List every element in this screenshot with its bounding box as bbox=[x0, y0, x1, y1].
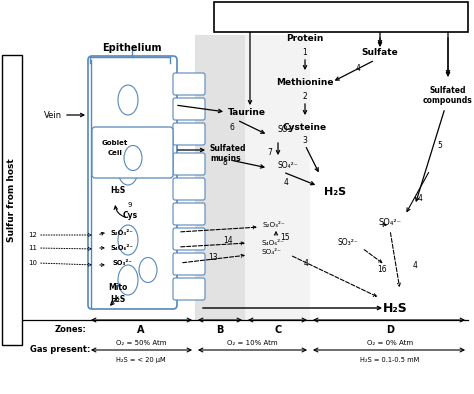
Text: 1: 1 bbox=[302, 48, 307, 56]
Text: Sulfur from diet: Sulfur from diet bbox=[273, 11, 409, 26]
FancyBboxPatch shape bbox=[173, 98, 205, 120]
FancyBboxPatch shape bbox=[92, 127, 173, 178]
Text: 4: 4 bbox=[303, 258, 309, 268]
Text: O₂ = 0% Atm: O₂ = 0% Atm bbox=[367, 340, 413, 346]
Text: Zones:: Zones: bbox=[55, 325, 87, 335]
FancyBboxPatch shape bbox=[173, 253, 205, 275]
Text: H₂S: H₂S bbox=[110, 186, 126, 195]
Text: Cell: Cell bbox=[108, 150, 122, 156]
Text: 13: 13 bbox=[208, 253, 218, 262]
Ellipse shape bbox=[118, 225, 138, 255]
Text: mucins: mucins bbox=[210, 154, 241, 162]
Text: Mito: Mito bbox=[109, 284, 128, 292]
Text: S₄O₆²⁻: S₄O₆²⁻ bbox=[262, 240, 285, 246]
Text: Vein: Vein bbox=[44, 110, 62, 119]
Text: C: C bbox=[274, 325, 282, 335]
Text: Sulfated: Sulfated bbox=[210, 143, 246, 152]
Text: Protein: Protein bbox=[286, 33, 324, 43]
Text: 12: 12 bbox=[28, 232, 37, 238]
Text: H₂S = 0.1-0.5 mM: H₂S = 0.1-0.5 mM bbox=[360, 357, 419, 363]
Text: SO₃²⁻: SO₃²⁻ bbox=[337, 238, 358, 247]
Text: 4: 4 bbox=[418, 193, 422, 203]
Text: Sulfate: Sulfate bbox=[362, 48, 398, 56]
Bar bbox=[245, 35, 310, 320]
Text: Cys: Cys bbox=[122, 210, 137, 219]
Text: 5: 5 bbox=[438, 141, 442, 149]
Text: 15: 15 bbox=[280, 232, 290, 242]
FancyBboxPatch shape bbox=[2, 55, 22, 345]
Text: S₄O₆²⁻: S₄O₆²⁻ bbox=[110, 245, 134, 251]
Text: Sulfated: Sulfated bbox=[430, 85, 466, 95]
FancyBboxPatch shape bbox=[214, 2, 468, 32]
Text: SO₄²⁻: SO₄²⁻ bbox=[379, 217, 401, 227]
Text: 9: 9 bbox=[128, 202, 132, 208]
Text: SO₄²⁻: SO₄²⁻ bbox=[278, 160, 299, 169]
Text: H₂S = < 20 μM: H₂S = < 20 μM bbox=[116, 357, 166, 363]
Text: Cysteine: Cysteine bbox=[283, 123, 327, 132]
Text: 16: 16 bbox=[377, 266, 387, 275]
Text: A: A bbox=[137, 325, 145, 335]
FancyBboxPatch shape bbox=[173, 123, 205, 145]
Ellipse shape bbox=[118, 85, 138, 115]
Text: Gas present:: Gas present: bbox=[30, 346, 91, 355]
FancyBboxPatch shape bbox=[88, 56, 177, 309]
Text: 8: 8 bbox=[223, 158, 228, 167]
FancyBboxPatch shape bbox=[173, 178, 205, 200]
Text: 4: 4 bbox=[412, 260, 418, 269]
Text: 10: 10 bbox=[28, 260, 37, 266]
Ellipse shape bbox=[118, 155, 138, 185]
Text: H₂S: H₂S bbox=[110, 296, 126, 305]
Text: 7: 7 bbox=[267, 147, 273, 156]
Text: 4: 4 bbox=[283, 178, 289, 186]
Text: B: B bbox=[216, 325, 224, 335]
Text: 6: 6 bbox=[229, 123, 235, 132]
Ellipse shape bbox=[118, 265, 138, 295]
FancyBboxPatch shape bbox=[173, 73, 205, 95]
FancyBboxPatch shape bbox=[173, 203, 205, 225]
Text: S₂O₃²⁻: S₂O₃²⁻ bbox=[110, 230, 133, 236]
Ellipse shape bbox=[124, 145, 142, 171]
Text: Sulfur from host: Sulfur from host bbox=[8, 158, 17, 242]
Text: S₂O₃²⁻: S₂O₃²⁻ bbox=[263, 222, 286, 228]
Text: SO₄²⁻: SO₄²⁻ bbox=[262, 249, 282, 255]
Bar bbox=[195, 35, 245, 320]
Ellipse shape bbox=[139, 258, 157, 282]
Text: H₂S: H₂S bbox=[383, 301, 407, 314]
Text: O₂ = 50% Atm: O₂ = 50% Atm bbox=[116, 340, 166, 346]
FancyBboxPatch shape bbox=[173, 278, 205, 300]
Text: Epithelium: Epithelium bbox=[102, 43, 162, 53]
Text: O₂ = 10% Atm: O₂ = 10% Atm bbox=[227, 340, 277, 346]
Text: 2: 2 bbox=[302, 91, 307, 100]
Text: Methionine: Methionine bbox=[276, 78, 334, 87]
Text: 3: 3 bbox=[302, 136, 308, 145]
Text: compounds: compounds bbox=[423, 95, 473, 104]
Text: Taurine: Taurine bbox=[228, 108, 266, 117]
Text: SO₃²⁻: SO₃²⁻ bbox=[278, 126, 299, 134]
FancyBboxPatch shape bbox=[173, 228, 205, 250]
Text: H₂S: H₂S bbox=[324, 187, 346, 197]
Text: D: D bbox=[386, 325, 394, 335]
Text: SO₃²⁻: SO₃²⁻ bbox=[112, 260, 132, 266]
Text: 11: 11 bbox=[28, 245, 37, 251]
Text: 4: 4 bbox=[356, 63, 360, 72]
Text: 14: 14 bbox=[223, 236, 233, 245]
Text: Goblet: Goblet bbox=[102, 140, 128, 146]
FancyBboxPatch shape bbox=[173, 153, 205, 175]
